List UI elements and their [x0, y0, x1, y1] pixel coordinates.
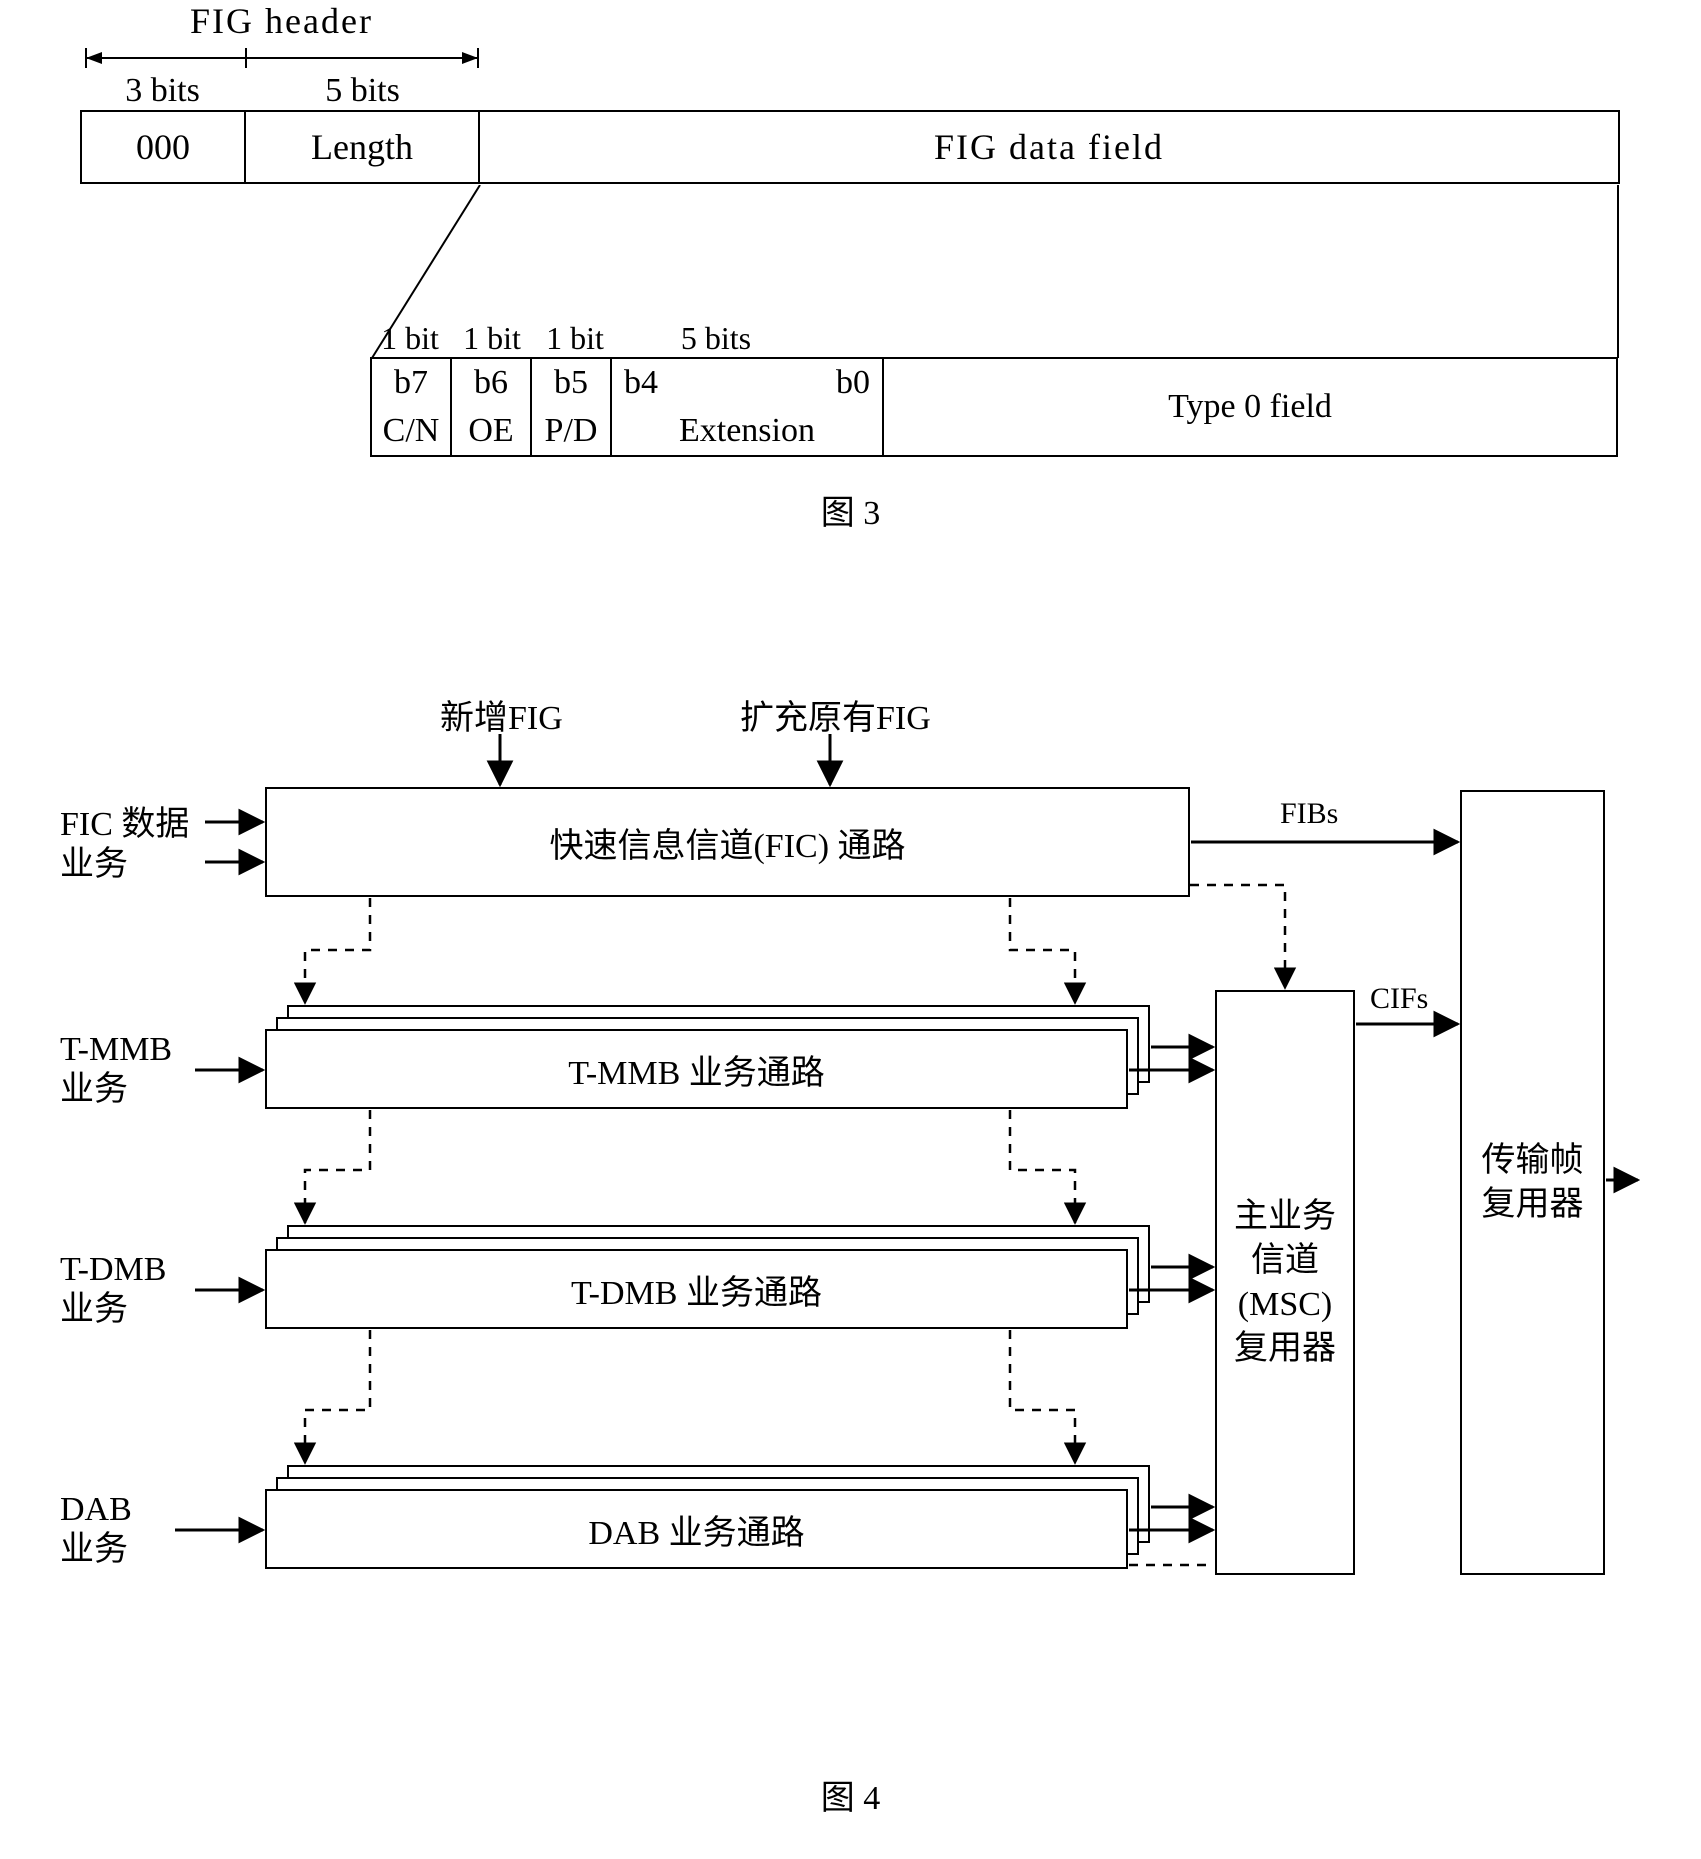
fig3-sub-bits-3: 1 bit — [534, 320, 616, 357]
fig3-bits2-label: 5 bits — [245, 72, 480, 110]
fig3-sub-extension: Extension — [612, 407, 882, 455]
fig3-diagram: FIG header 3 bits 5 bits 000 Length FIG … — [80, 0, 1620, 184]
fig4-connectors — [60, 690, 1640, 1720]
fig3-sub-b0: b0 — [836, 364, 870, 402]
fig3-sub-structure-wrap: 1 bit 1 bit 1 bit 5 bits b7 C/N b6 OE b5… — [370, 320, 1618, 457]
fig3-cell-data-field: FIG data field — [480, 112, 1618, 182]
fig3-sub-b4: b4 — [624, 364, 658, 402]
fig3-sub-bits-5: 5 bits — [616, 320, 816, 357]
fig3-sub-b6: b6 — [452, 359, 530, 407]
fig4-caption: 图 4 — [0, 1770, 1701, 1819]
fig3-sub-b5: b5 — [532, 359, 610, 407]
fig3-bits1-label: 3 bits — [80, 72, 245, 110]
fig3-type0-field: Type 0 field — [884, 359, 1616, 455]
fig3-sub-pd: P/D — [532, 407, 610, 455]
fig3-cell-length: Length — [246, 112, 480, 182]
fig3-header-dimension-arrow — [80, 46, 1620, 70]
fig3-sub-structure: b7 C/N b6 OE b5 P/D b4 b0 Extension Type… — [370, 357, 1618, 457]
fig3-cell-000: 000 — [82, 112, 246, 182]
fig3-sub-bits-2: 1 bit — [450, 320, 534, 357]
fig3-sub-b7: b7 — [372, 359, 450, 407]
fig3-sub-bits-row: 1 bit 1 bit 1 bit 5 bits — [370, 320, 1618, 357]
fig3-bits-row: 3 bits 5 bits — [80, 72, 1620, 110]
fig4-diagram: 新增FIG 扩充原有FIG FIC 数据 业务 T-MMB 业务 T-DMB 业… — [60, 690, 1640, 1720]
fig3-header-label: FIG header — [80, 0, 1620, 46]
fig3-caption: 图 3 — [0, 485, 1701, 534]
fig3-sub-cn: C/N — [372, 407, 450, 455]
fig3-main-structure: 000 Length FIG data field — [80, 110, 1620, 184]
fig3-sub-oe: OE — [452, 407, 530, 455]
fig3-sub-bits-1: 1 bit — [370, 320, 450, 357]
